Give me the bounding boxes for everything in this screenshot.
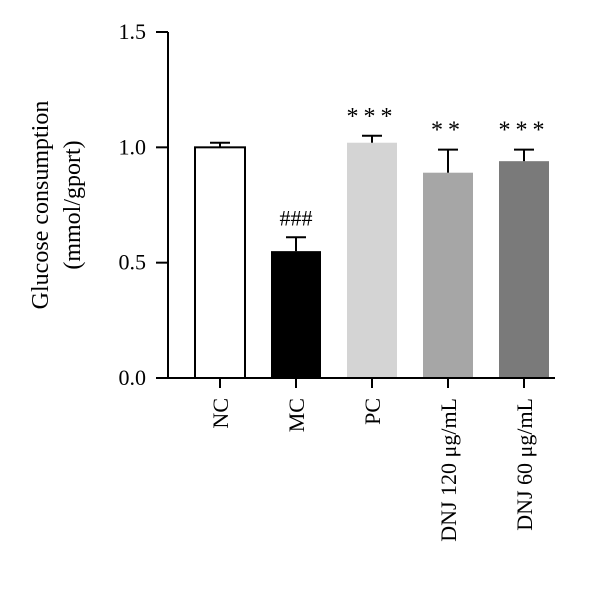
bar-nc xyxy=(194,146,246,379)
y-tick-label: 0.5 xyxy=(119,250,147,275)
x-tick-label: DNJ 120 μg/mL xyxy=(436,398,461,542)
x-tick-label: DNJ 60 μg/mL xyxy=(512,398,537,531)
error-bars-layer xyxy=(210,134,534,252)
significance-annotation: *** xyxy=(499,118,550,144)
labels-layer: 0.0 0.5 1.0 1.5 Glucose consumption (mmol/gpo… xyxy=(28,19,537,542)
bar-mc xyxy=(271,251,321,378)
annotations-layer: ###***** *** xyxy=(280,104,550,230)
axis-layer xyxy=(156,31,555,388)
y-tick-label: 1.0 xyxy=(119,134,147,159)
significance-annotation: *** xyxy=(347,104,398,130)
significance-annotation: ### xyxy=(280,205,313,230)
significance-annotation: ** xyxy=(431,118,465,144)
y-axis-label-line-1: Glucose consumption xyxy=(28,101,54,310)
x-tick-label: MC xyxy=(284,398,309,432)
y-axis-label: Glucose consumption (mmol/gport) xyxy=(28,101,86,310)
x-tick-label: PC xyxy=(360,398,385,425)
bars-layer xyxy=(194,142,549,379)
y-axis-label-line-2: (mmol/gport) xyxy=(60,140,86,269)
bar-dnj-120-g-ml xyxy=(423,172,473,378)
y-tick-label: 0.0 xyxy=(119,365,147,390)
bar-dnj-60-g-ml xyxy=(499,161,549,378)
bar-pc xyxy=(347,142,397,378)
x-tick-label: NC xyxy=(208,398,233,429)
y-tick-label: 1.5 xyxy=(119,19,147,44)
